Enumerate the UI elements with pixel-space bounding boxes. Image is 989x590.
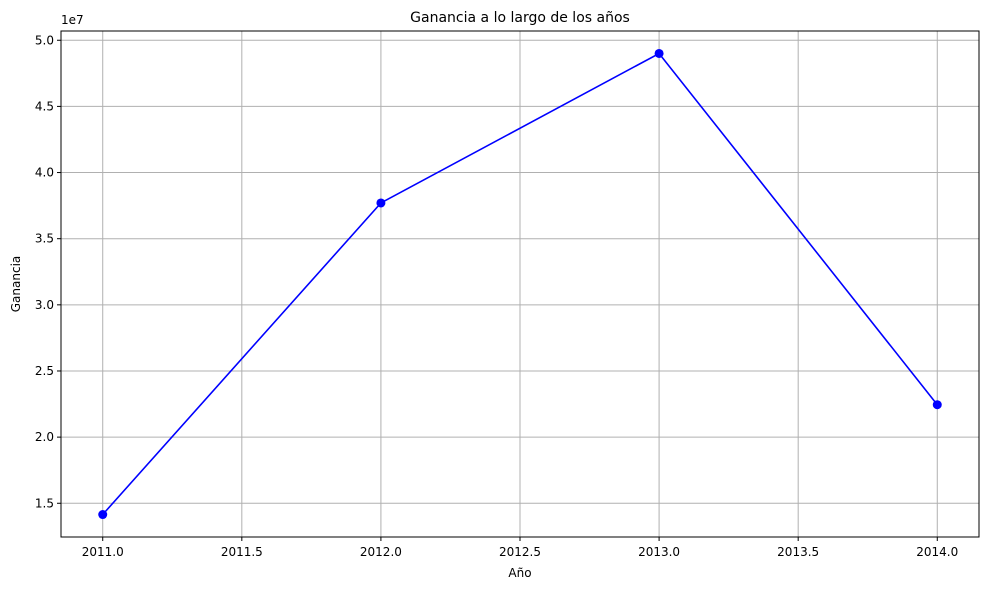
series-layer — [98, 48, 942, 520]
x-tick-label: 2013.5 — [777, 545, 819, 559]
chart-title: Ganancia a lo largo de los años — [410, 10, 630, 26]
x-tick-label: 2011.5 — [221, 545, 263, 559]
data-point — [654, 48, 664, 58]
y-tick-label: 2.5 — [35, 364, 54, 378]
series-line — [102, 52, 938, 516]
y-tick-label: 3.5 — [35, 232, 54, 246]
y-tick-label: 3.0 — [35, 298, 54, 312]
y-tick-label: 1.5 — [35, 496, 54, 510]
data-point — [376, 198, 386, 208]
y-tick-label: 4.0 — [35, 166, 54, 180]
y-axis-label: Ganancia — [9, 256, 23, 313]
y-tick-label: 4.5 — [35, 99, 54, 113]
y-tick-label: 2.0 — [35, 430, 54, 444]
grid — [61, 31, 979, 537]
x-axis-label: Año — [508, 566, 531, 580]
x-tick-label: 2012.5 — [499, 545, 541, 559]
x-tick-label: 2012.0 — [360, 545, 402, 559]
y-axis-offset-label: 1e7 — [61, 13, 84, 27]
data-point — [98, 510, 108, 520]
x-tick-label: 2011.0 — [82, 545, 124, 559]
x-tick-label: 2014.0 — [916, 545, 958, 559]
ticks: 2011.0 2011.5 2012.0 2012.5 2013.0 2013.5 2014… — [35, 33, 958, 559]
x-tick-label: 2013.0 — [638, 545, 680, 559]
y-tick-label: 5.0 — [35, 33, 54, 47]
data-point — [932, 400, 942, 410]
